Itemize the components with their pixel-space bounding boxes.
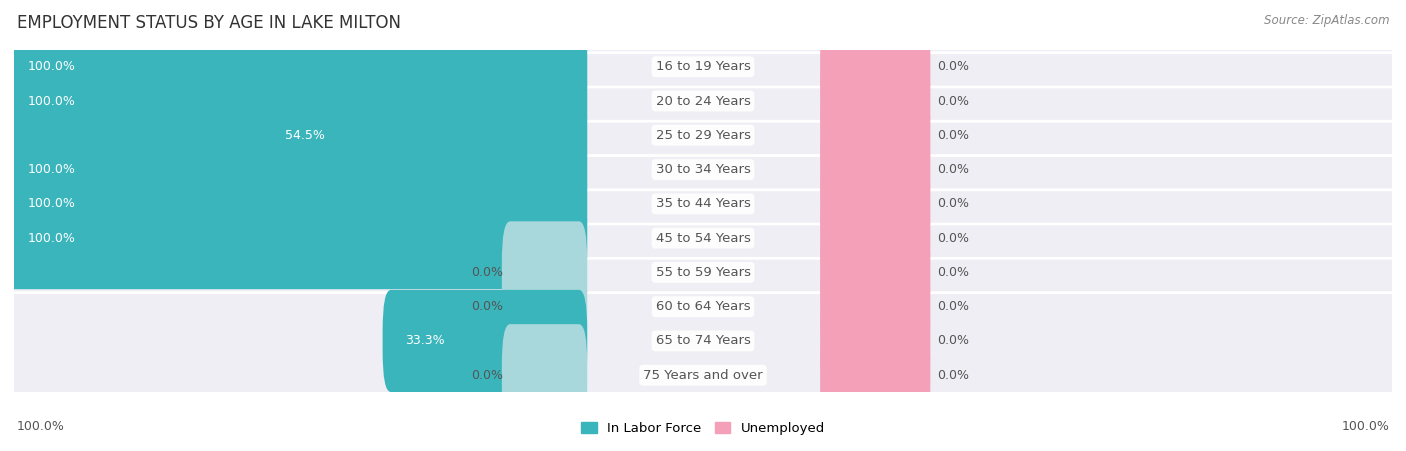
- Text: 100.0%: 100.0%: [28, 163, 76, 176]
- FancyBboxPatch shape: [0, 53, 1406, 218]
- FancyBboxPatch shape: [820, 23, 931, 111]
- Text: 65 to 74 Years: 65 to 74 Years: [655, 335, 751, 347]
- Text: 54.5%: 54.5%: [285, 129, 325, 142]
- FancyBboxPatch shape: [263, 84, 588, 186]
- Text: 60 to 64 Years: 60 to 64 Years: [655, 300, 751, 313]
- Text: 0.0%: 0.0%: [938, 266, 969, 279]
- Text: 75 Years and over: 75 Years and over: [643, 369, 763, 382]
- Text: 55 to 59 Years: 55 to 59 Years: [655, 266, 751, 279]
- Text: 0.0%: 0.0%: [471, 369, 503, 382]
- Text: 45 to 54 Years: 45 to 54 Years: [655, 232, 751, 244]
- FancyBboxPatch shape: [6, 153, 588, 255]
- FancyBboxPatch shape: [502, 324, 588, 426]
- Text: 0.0%: 0.0%: [938, 163, 969, 176]
- Text: 35 to 44 Years: 35 to 44 Years: [655, 198, 751, 210]
- Text: 0.0%: 0.0%: [938, 335, 969, 347]
- Text: 16 to 19 Years: 16 to 19 Years: [655, 60, 751, 73]
- FancyBboxPatch shape: [502, 221, 588, 323]
- Text: 0.0%: 0.0%: [938, 232, 969, 244]
- FancyBboxPatch shape: [820, 331, 931, 419]
- Text: 30 to 34 Years: 30 to 34 Years: [655, 163, 751, 176]
- Text: 33.3%: 33.3%: [405, 335, 444, 347]
- FancyBboxPatch shape: [0, 87, 1406, 252]
- Text: 100.0%: 100.0%: [28, 60, 76, 73]
- FancyBboxPatch shape: [0, 293, 1406, 451]
- Text: 0.0%: 0.0%: [938, 300, 969, 313]
- FancyBboxPatch shape: [0, 190, 1406, 355]
- FancyBboxPatch shape: [0, 121, 1406, 286]
- Text: 25 to 29 Years: 25 to 29 Years: [655, 129, 751, 142]
- FancyBboxPatch shape: [820, 160, 931, 248]
- FancyBboxPatch shape: [820, 57, 931, 145]
- FancyBboxPatch shape: [820, 228, 931, 317]
- FancyBboxPatch shape: [6, 16, 588, 118]
- Legend: In Labor Force, Unemployed: In Labor Force, Unemployed: [575, 417, 831, 441]
- Text: 0.0%: 0.0%: [938, 95, 969, 107]
- Text: Source: ZipAtlas.com: Source: ZipAtlas.com: [1264, 14, 1389, 27]
- Text: 0.0%: 0.0%: [471, 300, 503, 313]
- Text: 100.0%: 100.0%: [28, 95, 76, 107]
- Text: 100.0%: 100.0%: [17, 420, 65, 433]
- Text: 0.0%: 0.0%: [471, 266, 503, 279]
- Text: 100.0%: 100.0%: [28, 198, 76, 210]
- FancyBboxPatch shape: [820, 297, 931, 385]
- FancyBboxPatch shape: [820, 91, 931, 179]
- FancyBboxPatch shape: [0, 224, 1406, 389]
- Text: EMPLOYMENT STATUS BY AGE IN LAKE MILTON: EMPLOYMENT STATUS BY AGE IN LAKE MILTON: [17, 14, 401, 32]
- Text: 20 to 24 Years: 20 to 24 Years: [655, 95, 751, 107]
- FancyBboxPatch shape: [820, 262, 931, 351]
- FancyBboxPatch shape: [0, 18, 1406, 184]
- FancyBboxPatch shape: [0, 156, 1406, 321]
- FancyBboxPatch shape: [820, 125, 931, 214]
- FancyBboxPatch shape: [502, 256, 588, 358]
- FancyBboxPatch shape: [6, 50, 588, 152]
- FancyBboxPatch shape: [382, 290, 588, 392]
- FancyBboxPatch shape: [6, 119, 588, 221]
- Text: 100.0%: 100.0%: [28, 232, 76, 244]
- Text: 0.0%: 0.0%: [938, 369, 969, 382]
- FancyBboxPatch shape: [6, 187, 588, 289]
- FancyBboxPatch shape: [0, 258, 1406, 423]
- FancyBboxPatch shape: [0, 0, 1406, 149]
- Text: 0.0%: 0.0%: [938, 60, 969, 73]
- Text: 100.0%: 100.0%: [1341, 420, 1389, 433]
- Text: 0.0%: 0.0%: [938, 129, 969, 142]
- FancyBboxPatch shape: [820, 194, 931, 282]
- Text: 0.0%: 0.0%: [938, 198, 969, 210]
